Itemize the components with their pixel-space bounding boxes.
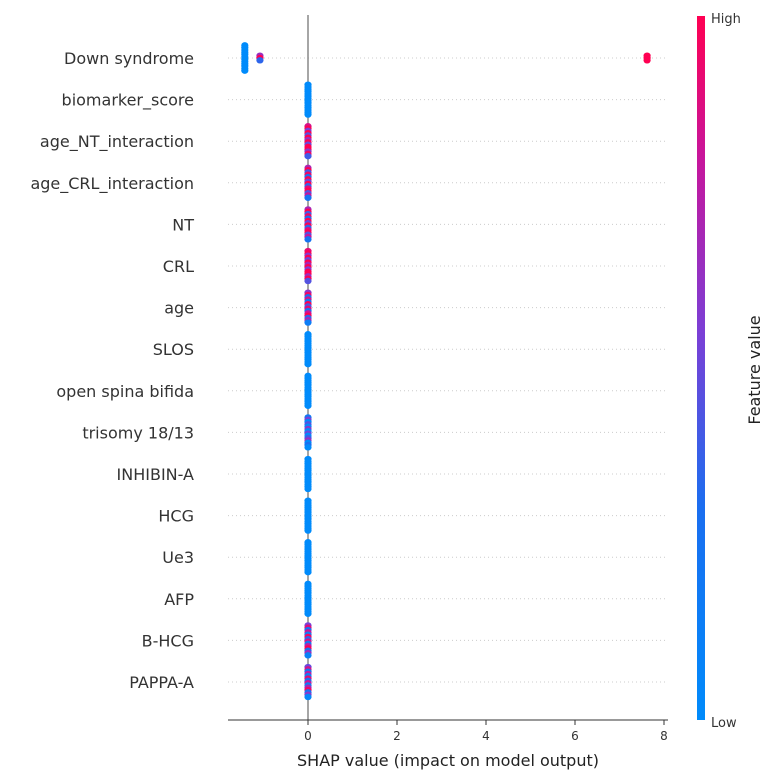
shap-point <box>304 360 312 368</box>
shap-point <box>304 194 312 201</box>
feature-label: Ue3 <box>162 548 194 567</box>
feature-label: SLOS <box>153 340 194 359</box>
x-tick-label: 8 <box>660 729 668 743</box>
shap-point <box>304 402 312 409</box>
feature-gridlines <box>228 57 668 683</box>
feature-label: CRL <box>163 257 194 276</box>
colorbar-low-label: Low <box>711 716 737 731</box>
colorbar <box>697 16 705 720</box>
feature-label: Down syndrome <box>64 49 194 68</box>
colorbar-title: Feature value <box>745 315 764 424</box>
feature-label: HCG <box>158 507 194 526</box>
x-tick-label: 0 <box>304 729 312 743</box>
shap-point <box>304 485 312 493</box>
shap-point <box>304 152 312 160</box>
shap-point <box>304 568 312 576</box>
feature-label: age_CRL_interaction <box>30 174 194 194</box>
shap-point <box>304 319 312 326</box>
feature-label: trisomy 18/13 <box>82 423 194 442</box>
feature-label: open spina bifida <box>56 382 194 401</box>
x-tick-label: 4 <box>482 729 490 743</box>
shap-point <box>304 277 312 285</box>
shap-point <box>304 236 312 243</box>
colorbar-high-label: High <box>711 12 741 27</box>
shap-point <box>643 57 651 64</box>
feature-label: INHIBIN-A <box>117 465 195 484</box>
feature-label: age_NT_interaction <box>40 132 194 152</box>
shap-point <box>304 444 312 451</box>
shap-point <box>241 67 249 74</box>
feature-label: age <box>164 299 194 318</box>
shap-point <box>256 57 264 64</box>
shap-points <box>241 42 651 701</box>
shap-point <box>304 652 312 659</box>
x-tick-label: 2 <box>393 729 401 743</box>
feature-label: biomarker_score <box>62 91 194 111</box>
shap-point <box>304 693 312 701</box>
feature-label: PAPPA-A <box>129 673 194 692</box>
feature-label: B-HCG <box>142 631 194 650</box>
shap-point <box>304 527 312 534</box>
feature-labels: Down syndrome biomarker_score age_NT_inter… <box>30 49 194 692</box>
feature-label: NT <box>172 215 194 234</box>
x-axis-ticks: 0 2 4 6 8 <box>304 720 668 743</box>
feature-label: AFP <box>164 590 194 609</box>
x-tick-label: 6 <box>571 729 579 743</box>
x-axis-title: SHAP value (impact on model output) <box>297 751 599 770</box>
shap-point <box>304 111 312 118</box>
shap-point <box>304 610 312 617</box>
